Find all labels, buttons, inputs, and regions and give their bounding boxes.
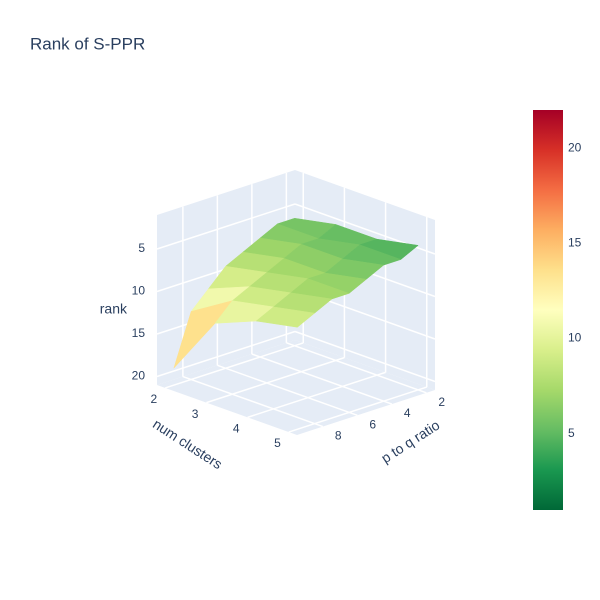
scene: 5 10 15 20 2 4 6 8 2 3 4 5 rank num clusters p to q ra… [100, 170, 445, 473]
grid-line [251, 353, 393, 405]
y-tick-label: 2 [151, 392, 158, 406]
grid-line [288, 386, 427, 433]
z-tick-label: 15 [132, 326, 146, 340]
x-tick-label: 4 [404, 406, 411, 420]
grid-line [182, 375, 324, 428]
grid-line [165, 342, 304, 389]
y-tick-label: 5 [274, 436, 281, 450]
colorbar [533, 110, 563, 510]
z-tick-label: 10 [132, 284, 146, 298]
x-tick-label: 8 [335, 429, 342, 443]
x-axis-title: p to q ratio [378, 417, 442, 467]
grid-line [286, 342, 427, 394]
chart-title: Rank of S-PPR [30, 34, 145, 53]
grid-line [206, 356, 345, 404]
y-axis-title: num clusters [150, 416, 225, 473]
y-tick-label: 3 [192, 407, 199, 421]
grid-line [217, 364, 358, 417]
grid-line [156, 330, 296, 378]
x-tick-label: 6 [369, 417, 376, 431]
colorbar-tick-label: 20 [568, 140, 582, 154]
y-tick-label: 4 [233, 422, 240, 436]
surface-patch [255, 306, 316, 328]
colorbar-tick-label: 15 [568, 236, 582, 250]
floor [157, 340, 435, 435]
grid-line [247, 371, 386, 419]
z-tick-label: 20 [132, 369, 146, 383]
grid-line [294, 330, 436, 383]
z-axis-title: rank [100, 301, 128, 317]
colorbar-tick-label: 5 [568, 426, 575, 440]
colorbar-tick-label: 10 [568, 331, 582, 345]
grid-line [156, 203, 296, 250]
z-tick-label: 5 [138, 241, 145, 255]
x-tick-label: 2 [438, 395, 445, 409]
